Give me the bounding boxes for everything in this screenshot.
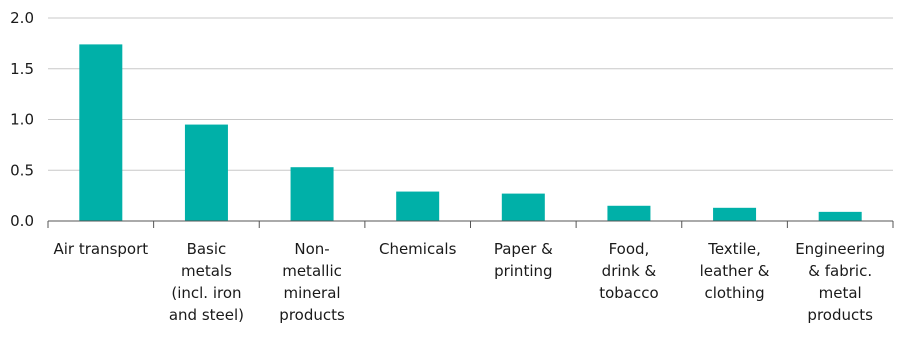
x-tick-label-line: & fabric.: [808, 262, 872, 280]
x-tick-label-line: mineral: [284, 284, 341, 302]
x-tick-label-line: Basic: [187, 240, 227, 258]
x-tick-label-line: products: [279, 306, 345, 324]
x-tick-label-line: drink &: [602, 262, 657, 280]
axes: [47, 220, 894, 228]
y-tick-label: 1.0: [10, 111, 34, 129]
y-tick-label: 1.5: [10, 60, 34, 78]
x-tick-label-line: Engineering: [795, 240, 885, 258]
y-tick-label: 2.0: [10, 9, 34, 27]
x-tick-label-line: and steel): [169, 306, 244, 324]
x-tick-label: Paper & printing: [494, 240, 553, 280]
x-tick-label-line: Air transport: [53, 240, 148, 258]
x-tick-label-line: leather &: [700, 262, 770, 280]
bar: [713, 207, 757, 221]
x-tick-label-line: Food,: [609, 240, 650, 258]
x-tick-label-line: products: [807, 306, 873, 324]
bar: [396, 191, 440, 221]
bar: [184, 124, 228, 221]
y-tick-label: 0.0: [10, 212, 34, 230]
x-tick-label: Chemicals: [379, 240, 457, 258]
bar: [290, 167, 334, 221]
x-tick-label-line: Chemicals: [379, 240, 457, 258]
bar: [818, 211, 862, 221]
x-tick-label: Textile, leather & clothing: [700, 240, 770, 302]
bar: [501, 193, 545, 221]
x-tick-label: Engineering & fabric. metal products: [795, 240, 885, 324]
x-tick-label-line: Paper &: [494, 240, 553, 258]
bar: [79, 44, 123, 221]
y-tick-label: 0.5: [10, 161, 34, 179]
bar: [607, 205, 651, 221]
bars: [79, 44, 862, 221]
x-tick-label-line: (incl. iron: [171, 284, 241, 302]
x-tick-label-line: clothing: [704, 284, 764, 302]
x-tick-label-line: metal: [819, 284, 862, 302]
x-tick-label-line: metallic: [282, 262, 342, 280]
x-tick-label-line: tobacco: [599, 284, 658, 302]
x-tick-label: Food, drink & tobacco: [599, 240, 658, 302]
x-tick-label: Non-metallic mineral products: [279, 240, 345, 324]
x-tick-label-line: metals: [181, 262, 232, 280]
x-tick-label: Basic metals (incl. iron and steel): [169, 240, 244, 324]
gridlines: [48, 17, 893, 171]
x-tick-label-line: Textile,: [707, 240, 761, 258]
x-tick-label: Air transport: [53, 240, 148, 258]
labels: 0.0 0.5 1.0 1.5 2.0 Air transport Basic metals (…: [10, 9, 885, 324]
x-tick-label-line: printing: [494, 262, 552, 280]
x-tick-label-line: Non-: [294, 240, 329, 258]
